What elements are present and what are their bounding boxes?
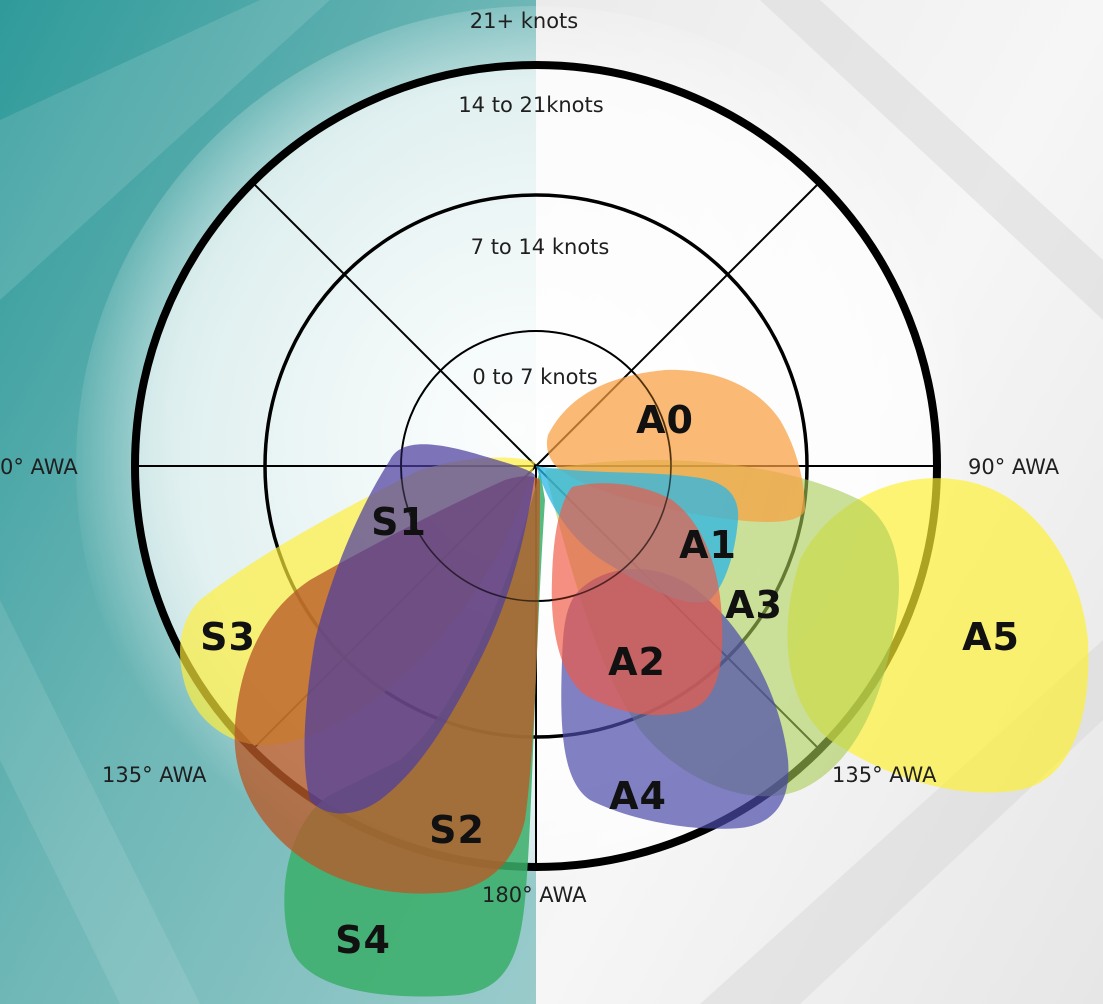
angle-label-0: 0° AWA (0, 455, 78, 479)
sail-label-s1: S1 (371, 500, 427, 544)
zone-a2 (551, 483, 723, 715)
sail-label-a2: A2 (608, 640, 666, 684)
sail-label-s4: S4 (335, 918, 391, 962)
sail-label-a1: A1 (679, 523, 737, 567)
axis-diagonal-up-left (252, 182, 537, 467)
sail-label-s2: S2 (429, 808, 485, 852)
ring-label-7-14: 7 to 14 knots (470, 235, 610, 259)
ring-label-14-21: 14 to 21knots (458, 93, 604, 117)
inner-ring-group (400, 330, 672, 602)
angle-label-135-right: 135° AWA (832, 763, 937, 787)
sail-label-a5: A5 (962, 615, 1020, 659)
sail-label-a4: A4 (609, 774, 667, 818)
angle-label-90: 90° AWA (968, 455, 1060, 479)
sail-label-a3: A3 (725, 583, 783, 627)
sail-label-a0: A0 (636, 398, 694, 442)
angle-label-180: 180° AWA (482, 883, 587, 907)
angle-label-135-left: 135° AWA (102, 763, 207, 787)
sail-label-s3: S3 (200, 615, 256, 659)
ring-0-7 (400, 330, 672, 602)
zone-s1 (304, 444, 535, 814)
ring-label-0-7: 0 to 7 knots (472, 365, 598, 389)
sail-zones (180, 369, 1089, 997)
ring-label-21-plus: 21+ knots (469, 9, 579, 33)
